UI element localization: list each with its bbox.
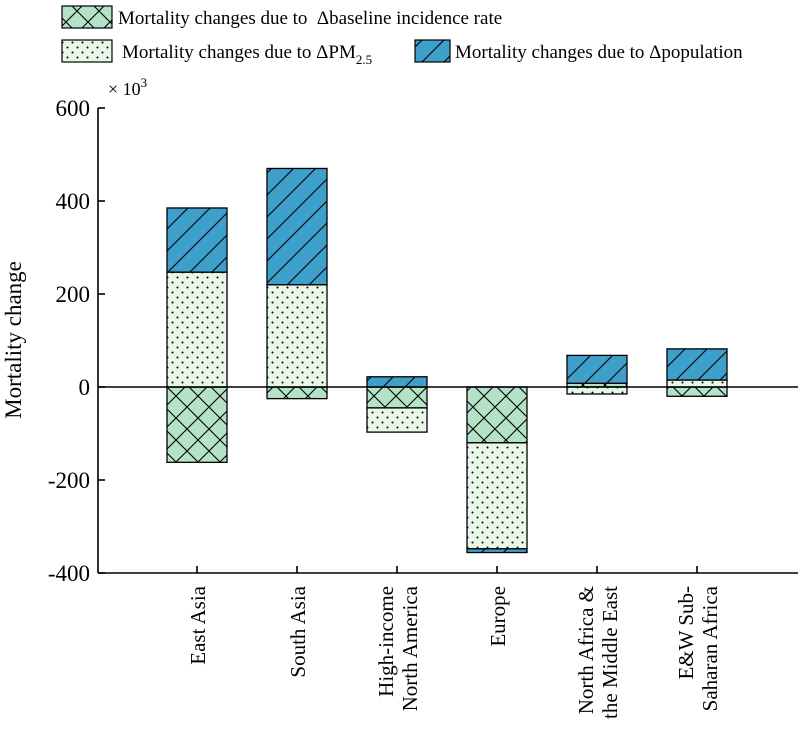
legend-swatch-baseline	[61, 5, 113, 29]
x-category-label-5-line-2: the Middle East	[598, 586, 622, 719]
y-tick-label-600: 600	[56, 96, 91, 121]
bar-population-3	[366, 376, 428, 388]
y-multiplier: × 103	[108, 75, 147, 99]
y-multiplier-base: × 10	[108, 79, 141, 99]
x-category-label-4: Europe	[486, 586, 510, 647]
plot-area: -400 -200 0 200 400 600 East Asia South Asia Hig…	[48, 96, 798, 719]
bar-pm25-2	[266, 284, 328, 388]
bar-population-2	[266, 167, 328, 286]
legend-label-pm25-main: Mortality changes due to ΔPM	[122, 42, 356, 63]
legend-label-pm25: Mortality changes due to ΔPM2.5	[122, 42, 372, 67]
legend-swatch-population	[414, 39, 451, 63]
bar-baseline-6	[666, 386, 728, 397]
bar-population-6	[666, 348, 728, 381]
y-tick-label-200: 200	[56, 282, 91, 307]
y-multiplier-exponent: 3	[141, 75, 148, 90]
bar-baseline-1	[166, 386, 228, 463]
legend-label-population: Mortality changes due to Δpopulation	[455, 42, 743, 63]
legend-label-baseline: Mortality changes due to Δbaseline incid…	[118, 8, 502, 29]
bar-pm25-5	[566, 386, 628, 395]
x-category-label-1: East Asia	[186, 585, 210, 664]
bar-pm25-6	[666, 379, 728, 388]
y-tick-label-0: 0	[79, 375, 91, 400]
y-tick-label--400: -400	[48, 561, 90, 586]
x-category-label-3-line-1: High-income	[374, 586, 398, 697]
legend-item-baseline: Mortality changes due to Δbaseline incid…	[61, 5, 502, 29]
x-category-label-6-line-1: E&W Sub-	[674, 586, 698, 680]
bar-population-4	[466, 548, 528, 554]
bar-population-5	[566, 354, 628, 384]
x-category-label-2: South Asia	[286, 585, 310, 677]
bar-pm25-3	[366, 407, 428, 433]
y-axis-label: Mortality change	[1, 261, 26, 419]
y-tick-label--200: -200	[48, 468, 90, 493]
bar-pm25-1	[166, 271, 228, 388]
bar-pm25-4	[466, 442, 528, 550]
bar-baseline-4	[466, 386, 528, 444]
x-category-label-3-line-2: North America	[398, 585, 422, 711]
legend-swatch-pm25	[61, 39, 113, 63]
legend-item-pm25: Mortality changes due to ΔPM2.5	[61, 39, 372, 67]
x-category-label-5-line-1: North Africa &	[574, 586, 598, 714]
y-tick-label-400: 400	[56, 189, 91, 214]
bar-baseline-3	[366, 386, 428, 409]
legend-label-pm25-subscript: 2.5	[356, 52, 372, 67]
bar-population-1	[166, 207, 228, 273]
legend: Mortality changes due to Δbaseline incid…	[61, 5, 743, 67]
x-category-label-6-line-2: Saharan Africa	[698, 585, 722, 711]
legend-item-population: Mortality changes due to Δpopulation	[414, 39, 743, 63]
bar-baseline-2	[266, 386, 328, 400]
